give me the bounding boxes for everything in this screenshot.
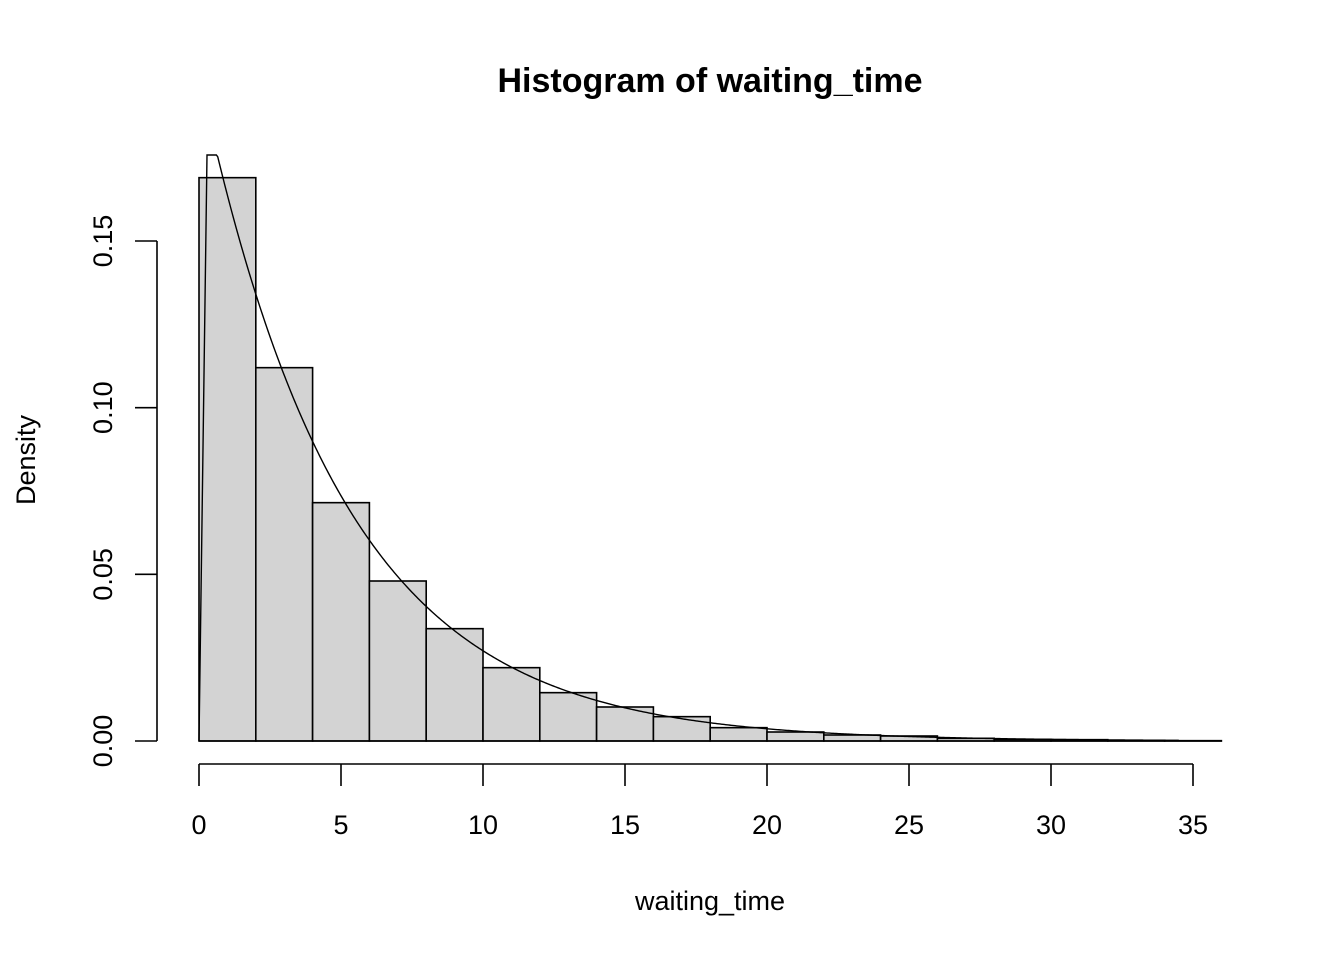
histogram-bar-1 [255, 366, 314, 742]
x-axis-label: waiting_time [634, 886, 785, 916]
x-tick-label-2: 10 [468, 810, 498, 840]
x-tick-label-6: 30 [1036, 810, 1066, 840]
y-tick-label-1: 0.05 [88, 548, 118, 601]
histogram-bar-5 [482, 666, 541, 742]
x-tick-label-4: 20 [752, 810, 782, 840]
y-tick-label-0: 0.00 [88, 715, 118, 768]
histogram-bar-4 [425, 627, 484, 742]
histogram-bar-2 [311, 501, 371, 742]
x-tick-label-5: 25 [894, 810, 924, 840]
x-tick-label-3: 15 [610, 810, 640, 840]
histogram-bar-8 [652, 715, 712, 742]
density-curve-group [198, 154, 1179, 742]
histogram-bar-6 [538, 691, 598, 742]
histogram-bar-3 [368, 580, 427, 742]
y-axis: 0.00 0.05 0.10 0.15 [88, 215, 158, 768]
y-tick-label-3: 0.15 [88, 215, 118, 268]
x-tick-label-0: 0 [191, 810, 206, 840]
x-axis: 0 5 10 15 20 25 30 35 [191, 763, 1208, 840]
histogram-bar-10 [766, 731, 825, 742]
histogram-bar-9 [709, 726, 768, 742]
density-curve [198, 154, 1179, 742]
histogram-bar-11 [822, 734, 882, 742]
histogram-bars [198, 176, 1223, 742]
histogram-bar-0 [198, 176, 257, 742]
chart-title: Histogram of waiting_time [497, 62, 922, 100]
x-tick-label-1: 5 [333, 810, 348, 840]
y-axis-label: Density [11, 414, 41, 505]
y-tick-label-2: 0.10 [88, 381, 118, 434]
x-tick-label-7: 35 [1178, 810, 1208, 840]
